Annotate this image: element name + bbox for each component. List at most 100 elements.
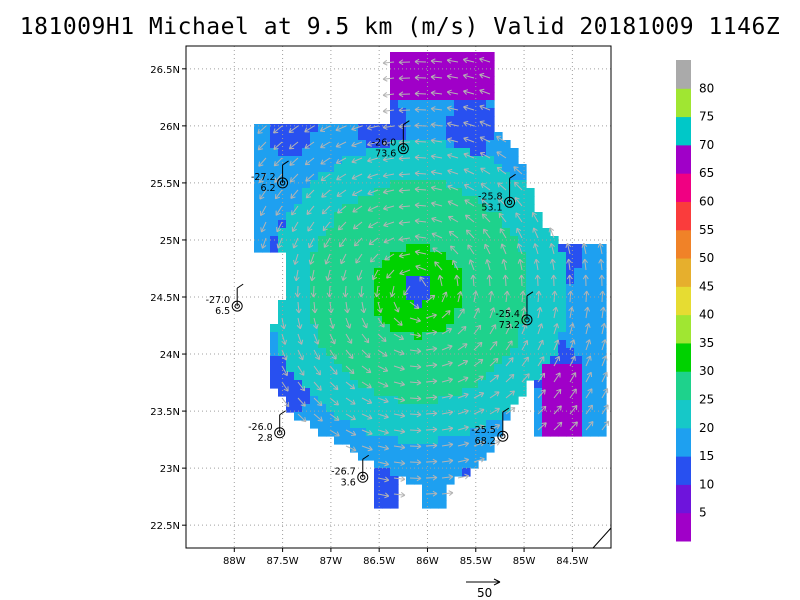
wind-vector xyxy=(425,364,437,367)
wind-cell xyxy=(590,356,599,365)
colorbar-label: 45 xyxy=(699,279,714,293)
wind-vector xyxy=(329,365,338,375)
wind-cell xyxy=(358,324,367,333)
wind-cell xyxy=(334,300,343,309)
wind-cell xyxy=(278,132,287,141)
wind-cell xyxy=(502,164,511,173)
wind-cell xyxy=(422,420,431,429)
wind-vector xyxy=(425,460,438,463)
wind-cell xyxy=(254,164,263,173)
wind-cell xyxy=(494,308,503,317)
wind-cell xyxy=(502,284,511,293)
wind-cell xyxy=(382,340,391,349)
wind-vector-head xyxy=(304,143,310,149)
wind-vector xyxy=(295,269,299,281)
wind-cell xyxy=(494,276,503,285)
wind-vector-head xyxy=(273,144,279,150)
wind-vector xyxy=(306,205,315,215)
wind-cell xyxy=(342,372,351,381)
wind-cell xyxy=(494,228,503,237)
wind-cell xyxy=(446,308,455,317)
wind-vector xyxy=(483,228,491,239)
wind-cell xyxy=(254,132,263,141)
wind-vector-head xyxy=(335,142,341,148)
wind-cell xyxy=(318,292,327,301)
wind-vector xyxy=(361,445,373,451)
wind-cell xyxy=(494,396,503,405)
wind-cell xyxy=(302,308,311,317)
dropsonde-temp: -26.0 xyxy=(372,138,397,149)
wind-cell xyxy=(278,372,287,381)
wind-cell xyxy=(462,124,471,133)
wind-cell xyxy=(374,268,383,277)
wind-cell xyxy=(470,436,479,445)
wind-cell xyxy=(518,332,527,341)
wind-vector-head xyxy=(598,258,605,264)
wind-vector xyxy=(370,253,379,263)
wind-vector xyxy=(414,140,427,143)
wind-vector-head xyxy=(446,57,452,64)
wind-vector xyxy=(569,355,576,367)
wind-cell xyxy=(438,116,447,125)
wind-cell xyxy=(430,460,439,469)
wind-cell xyxy=(422,412,431,421)
wind-cell xyxy=(510,148,519,157)
wind-vector xyxy=(367,173,379,179)
wind-vector-head xyxy=(583,290,590,296)
wind-cell xyxy=(478,436,487,445)
wind-cell xyxy=(374,308,383,317)
wind-cell xyxy=(374,124,383,133)
wind-vector xyxy=(473,307,480,319)
wind-vector-head xyxy=(331,354,337,360)
wind-cell xyxy=(502,340,511,349)
dropsonde-wind: 73.6 xyxy=(375,149,396,160)
wind-cell xyxy=(438,188,447,197)
wind-cell xyxy=(438,268,447,277)
wind-cell xyxy=(566,268,575,277)
wind-cell xyxy=(486,132,495,141)
wind-cell xyxy=(342,260,351,269)
wind-cell xyxy=(590,380,599,389)
wind-cell xyxy=(366,308,375,317)
wind-cell xyxy=(286,268,295,277)
wind-cell xyxy=(438,252,447,261)
wind-cell xyxy=(318,204,327,213)
wind-cell xyxy=(310,172,319,181)
wind-cell xyxy=(502,332,511,341)
wind-cell xyxy=(510,220,519,229)
wind-vector-head xyxy=(463,105,469,111)
wind-barb-flag xyxy=(526,291,534,297)
wind-cell xyxy=(302,300,311,309)
wind-cell xyxy=(326,380,335,389)
wind-cell xyxy=(286,396,295,405)
chart-title: 181009H1 Michael at 9.5 km (m/s) Valid 2… xyxy=(19,14,781,40)
wind-cell xyxy=(366,284,375,293)
wind-vector xyxy=(361,381,372,389)
wind-cell xyxy=(486,404,495,413)
wind-cell xyxy=(358,284,367,293)
wind-vector xyxy=(377,333,387,342)
wind-cell xyxy=(486,324,495,333)
wind-cell xyxy=(438,444,447,453)
wind-cell xyxy=(374,164,383,173)
wind-cell xyxy=(486,204,495,213)
dropsonde-wind: 6.5 xyxy=(215,306,230,317)
wind-vector-head xyxy=(414,303,420,309)
wind-vector-head xyxy=(463,441,470,448)
wind-cell xyxy=(470,84,479,93)
wind-cell xyxy=(454,220,463,229)
colorbar-label: 40 xyxy=(699,308,714,322)
wind-cell xyxy=(374,172,383,181)
wind-cell xyxy=(334,308,343,317)
reference-vector-label: 50 xyxy=(477,586,492,600)
wind-vector-head xyxy=(602,371,608,377)
wind-vector-head xyxy=(478,392,485,398)
wind-vector xyxy=(551,259,555,271)
wind-cell xyxy=(582,404,591,413)
wind-cell xyxy=(486,100,495,109)
wind-vector-head xyxy=(273,161,279,167)
wind-cell xyxy=(422,172,431,181)
wind-vector xyxy=(457,377,469,383)
wind-vector-head xyxy=(462,359,469,366)
wind-cell xyxy=(430,100,439,109)
